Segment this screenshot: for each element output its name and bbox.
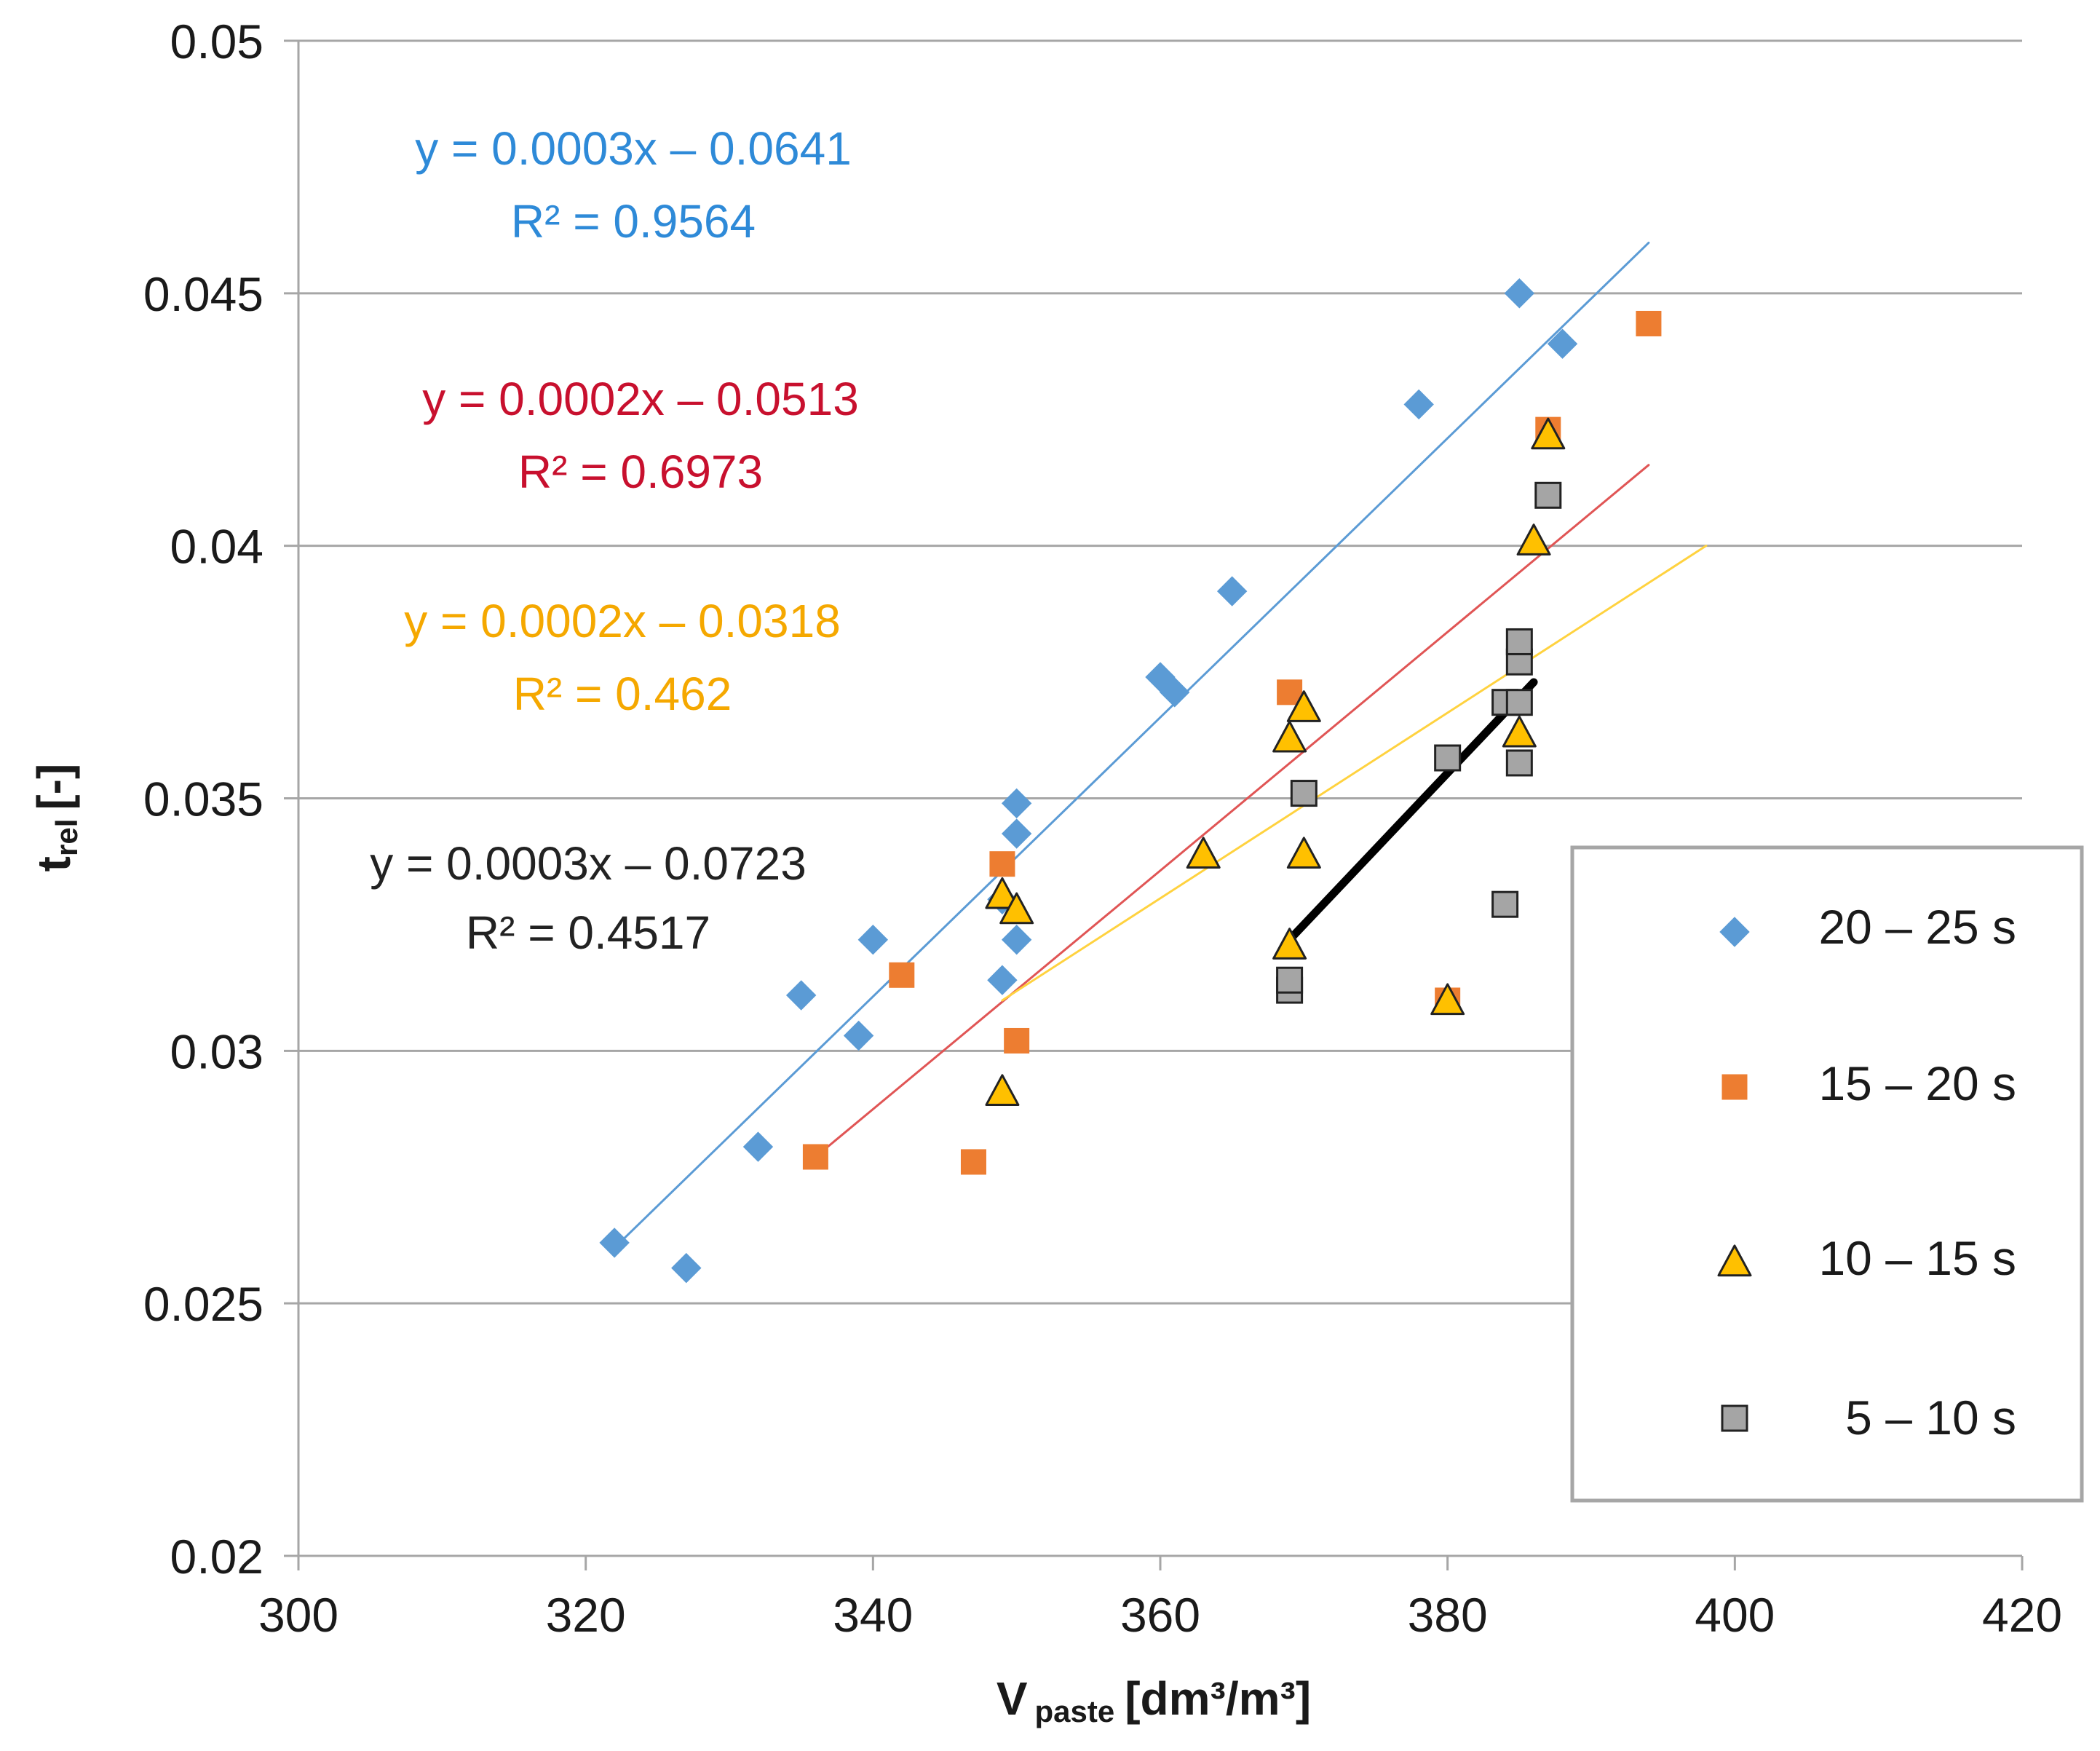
point-series0-14 [1403, 389, 1434, 420]
point-series0-1 [671, 1252, 702, 1284]
point-series2-7 [1286, 837, 1321, 869]
r2-15-20: R² = 0.6973 [518, 446, 763, 498]
point-series3-9 [1505, 628, 1533, 655]
svg-text:trel[-]: trel [-] [28, 764, 84, 872]
point-series3-7 [1505, 749, 1533, 777]
point-series0-10 [1001, 788, 1032, 819]
legend-label-15-20: 15 – 20 s [1818, 1056, 2016, 1110]
legend-marker-3 [1721, 1404, 1748, 1432]
r2-5-10: R² = 0.4517 [466, 906, 710, 959]
point-series2-11 [1531, 417, 1566, 450]
point-series0-4 [843, 1020, 874, 1051]
legend-markers [1717, 917, 1752, 1432]
point-series0-6 [987, 965, 1018, 995]
point-series2-5 [1272, 928, 1307, 960]
point-series0-15 [1504, 278, 1535, 309]
tick-labels: 0.02 0.025 0.03 0.035 0.04 0.045 0.05 300 320 340… [143, 15, 2062, 1642]
point-series0-2 [742, 1131, 774, 1162]
point-series0-12 [1160, 677, 1190, 708]
point-series3-1 [1276, 966, 1304, 994]
point-series0-9 [1001, 818, 1032, 849]
legend-marker-1 [1721, 1074, 1748, 1100]
x-tick-label-2: 340 [833, 1588, 913, 1642]
x-axis-title-sub: paste [1035, 1694, 1115, 1728]
legend-label-20-25: 20 – 25 s [1818, 900, 2016, 954]
trendline-3 [1285, 678, 1538, 944]
y-axis-title-unit: [-] [28, 764, 80, 810]
x-tick-label-0: 300 [258, 1588, 338, 1642]
point-series3-3 [1434, 744, 1462, 772]
point-series1-2 [960, 1149, 986, 1175]
y-axis-title-sub: rel [49, 819, 84, 856]
point-series2-1 [985, 877, 1020, 909]
point-series0-3 [785, 980, 817, 1011]
x-tick-label-4: 380 [1408, 1588, 1488, 1642]
legend-label-10-15: 10 – 15 s [1818, 1231, 2016, 1285]
x-tick-label-1: 320 [546, 1588, 626, 1642]
point-series3-2 [1290, 780, 1318, 807]
point-series3-10 [1534, 481, 1562, 509]
point-series3-6 [1505, 689, 1533, 716]
x-axis-title-main: V [996, 1672, 1028, 1725]
equation-15-20: y = 0.0002x – 0.0513 [422, 373, 859, 425]
x-tick-label-3: 360 [1120, 1588, 1200, 1642]
point-series3-4 [1491, 890, 1519, 918]
point-series2-9 [1502, 715, 1537, 748]
point-series1-3 [989, 851, 1015, 877]
trendline-2 [1001, 545, 1708, 1002]
point-series0-13 [1216, 576, 1248, 606]
trendlines [613, 241, 1708, 1249]
legend-marker-0 [1719, 917, 1750, 947]
point-series1-0 [802, 1144, 828, 1170]
point-series2-6 [1286, 690, 1321, 722]
point-series2-2 [999, 892, 1034, 925]
r2-10-15: R² = 0.462 [513, 668, 732, 720]
equation-10-15: y = 0.0002x – 0.0318 [404, 595, 841, 647]
data-points [599, 278, 1662, 1284]
y-tick-label-6: 0.05 [170, 15, 264, 68]
r2-20-25: R² = 0.9564 [511, 195, 756, 248]
point-series2-0 [985, 1074, 1020, 1107]
point-series2-4 [1272, 720, 1307, 753]
x-axis-title-unit: [dm³/m³] [1125, 1672, 1311, 1725]
legend-box [1570, 845, 2084, 1503]
x-tick-label-6: 420 [1982, 1588, 2062, 1642]
y-axis-title: trel [-] [28, 764, 84, 872]
y-tick-label-0: 0.02 [170, 1530, 264, 1584]
point-series0-5 [857, 925, 889, 955]
y-tick-label-2: 0.03 [170, 1024, 264, 1078]
point-series2-8 [1430, 983, 1465, 1016]
y-axis-title-main: t [28, 856, 80, 871]
point-series2-10 [1516, 523, 1551, 556]
trendline-1 [814, 464, 1650, 1158]
y-tick-label-5: 0.045 [143, 267, 264, 321]
point-series1-1 [889, 962, 915, 988]
legend-label-5-10: 5 – 10 s [1845, 1391, 2016, 1444]
legend-marker-2 [1717, 1244, 1752, 1277]
legend: 20 – 25 s 15 – 20 s 10 – 15 s 5 – 10 s [1570, 845, 2084, 1503]
trendline-0 [613, 241, 1650, 1249]
point-series0-7 [1001, 925, 1032, 955]
equation-20-25: y = 0.0003x – 0.0641 [415, 122, 852, 175]
point-series1-4 [1004, 1027, 1030, 1054]
point-series0-16 [1547, 328, 1578, 359]
y-tick-label-3: 0.035 [143, 772, 264, 826]
axes [284, 39, 2024, 1570]
y-tick-label-1: 0.025 [143, 1277, 264, 1331]
equation-5-10: y = 0.0003x – 0.0723 [370, 837, 807, 890]
point-series2-3 [1186, 837, 1221, 869]
point-series1-8 [1636, 310, 1662, 336]
point-series0-0 [599, 1228, 630, 1258]
y-tick-label-4: 0.04 [170, 520, 264, 574]
equation-labels: y = 0.0003x – 0.0641 R² = 0.9564 y = 0.0… [370, 122, 859, 959]
x-tick-label-5: 400 [1695, 1588, 1775, 1642]
